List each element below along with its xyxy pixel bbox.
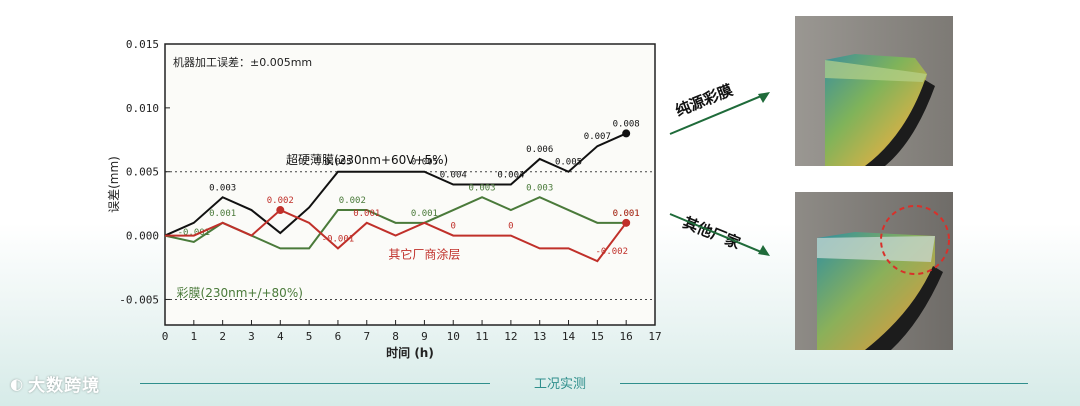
x-tick-label: 5: [306, 330, 313, 343]
series-name-label: 超硬薄膜(230nm+60V+5%): [286, 152, 448, 167]
logo-text: 大数跨境: [28, 376, 101, 396]
x-tick-label: 16: [620, 330, 633, 343]
data-label: 0.003: [209, 183, 236, 193]
data-label: 0: [508, 222, 513, 232]
arrow-bottom-icon: [669, 213, 770, 256]
brand-logo: ◐ 大数跨境: [10, 371, 101, 397]
data-label: 0.005: [555, 158, 582, 168]
chart-note: 机器加工误差：±0.005mm: [173, 55, 312, 69]
data-label: 0.002: [339, 196, 366, 206]
arrow-top-icon: [669, 92, 770, 135]
x-tick-label: 6: [335, 330, 342, 343]
data-label: 0.001: [209, 209, 236, 219]
footer-line-right: [620, 383, 1028, 384]
data-label: -0.001: [178, 228, 211, 238]
x-tick-label: 10: [447, 330, 460, 343]
data-label: 0.005: [411, 158, 438, 168]
footer-title: 工况实测: [533, 377, 586, 392]
x-tick-label: 3: [248, 330, 255, 343]
x-tick-label: 14: [562, 330, 576, 343]
x-tick-label: 11: [475, 330, 488, 343]
data-label: 0.007: [584, 132, 611, 142]
plot-frame: [164, 43, 656, 326]
data-label: 0.004: [497, 171, 524, 181]
data-label: 0.004: [440, 171, 467, 181]
y-tick-label: 0.010: [126, 102, 159, 115]
x-tick-label: 15: [591, 330, 604, 343]
y-tick-label: -0.005: [119, 293, 159, 306]
series-line: [164, 132, 627, 237]
data-label: 0.001: [613, 209, 640, 219]
x-tick-label: 1: [191, 330, 198, 343]
data-point-marker: [622, 129, 631, 138]
series-line: [165, 208, 627, 263]
x-tick-label: 8: [392, 330, 399, 343]
footer-line-left: [140, 383, 490, 384]
x-tick-label: 7: [363, 330, 370, 343]
data-label: -0.002: [596, 247, 629, 257]
data-label: 0.008: [613, 119, 640, 129]
series-name-label: 彩膜(230nm+/+80%): [177, 286, 303, 300]
competitor-tool-photo: [795, 192, 953, 350]
y-axis-label: 误差(mm): [107, 156, 121, 213]
data-label: -0.001: [322, 234, 355, 244]
x-tick-label: 17: [648, 330, 661, 343]
series-name-label: 其它厂商涂层: [388, 247, 460, 262]
data-label: 0.003: [469, 183, 496, 193]
data-label: 0.005: [324, 158, 351, 168]
data-label: 0.001: [353, 209, 380, 219]
data-point-marker: [622, 218, 631, 227]
data-label: 0.001: [411, 209, 438, 219]
coated-tool-photo: [795, 16, 953, 166]
data-label: 0.006: [526, 145, 553, 155]
data-label: 0.002: [267, 196, 294, 206]
data-label: 0.003: [526, 183, 553, 193]
y-tick-label: 0.000: [126, 230, 159, 243]
x-tick-label: 4: [277, 330, 284, 343]
data-label: 0.001: [613, 209, 640, 219]
x-tick-label: 12: [504, 330, 517, 343]
x-tick-label: 2: [219, 330, 226, 343]
y-tick-label: 0.015: [126, 38, 159, 51]
data-label: 0: [451, 222, 456, 232]
x-tick-label: 13: [533, 330, 546, 343]
x-tick-label: 9: [421, 330, 428, 343]
x-axis-label: 时间 (h): [386, 345, 434, 360]
data-point-marker: [276, 206, 285, 215]
x-tick-label: 0: [162, 330, 169, 343]
logo-mark-icon: ◐: [10, 374, 25, 393]
y-tick-label: 0.005: [126, 166, 159, 179]
